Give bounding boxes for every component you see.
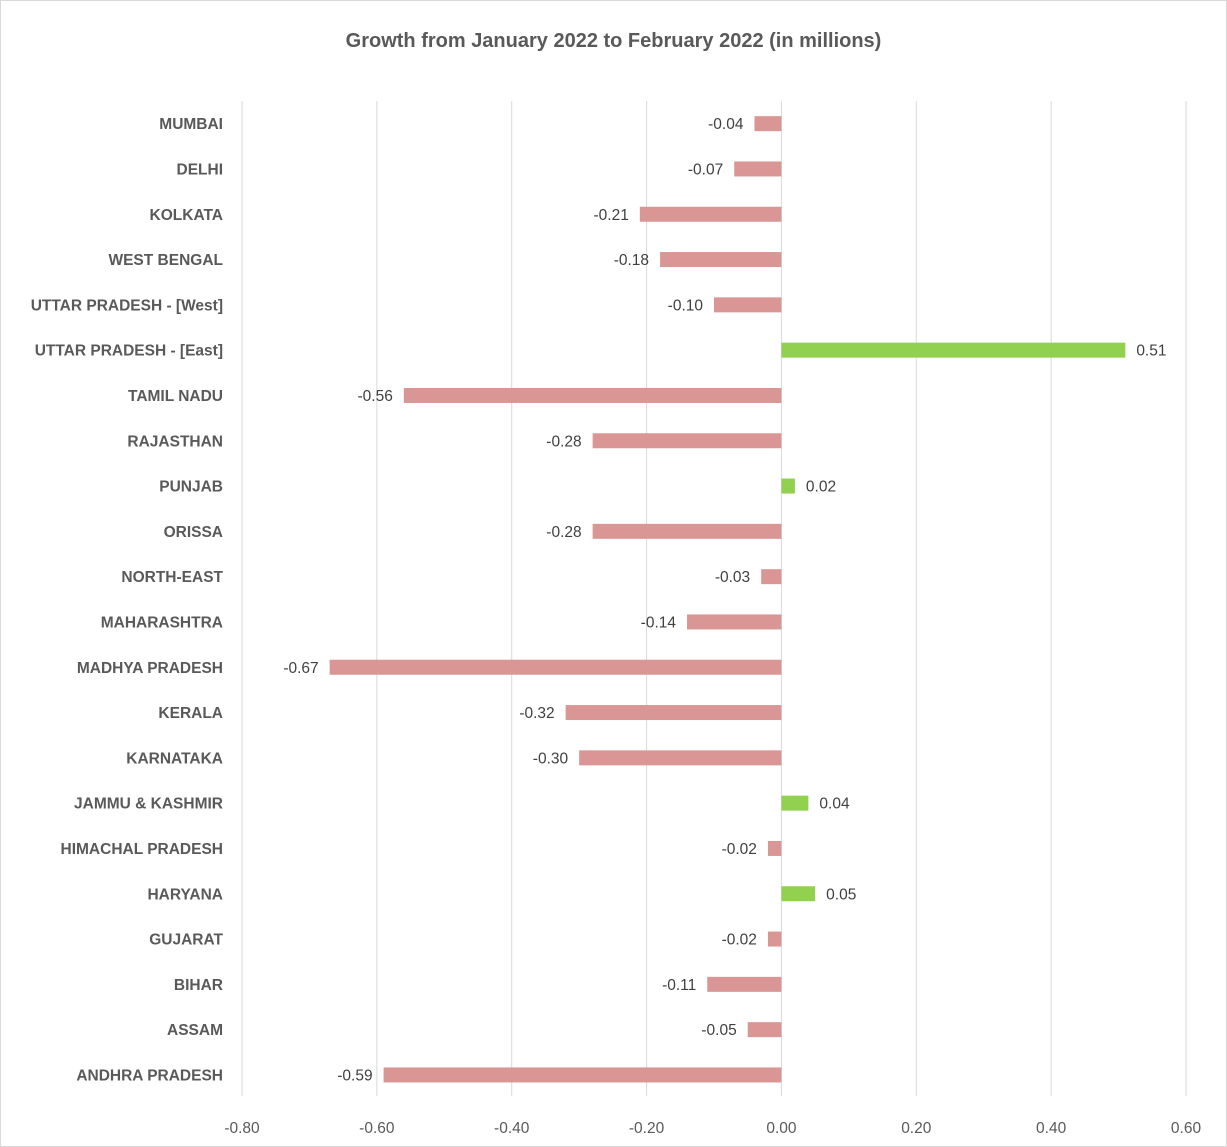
bar [761, 569, 782, 585]
data-label: -0.67 [283, 660, 318, 677]
data-label: -0.04 [708, 116, 744, 133]
category-label: ANDHRA PRADESH [76, 1067, 223, 1084]
bar [329, 659, 782, 675]
bar [660, 252, 782, 268]
data-label: 0.04 [819, 796, 850, 813]
data-label: -0.07 [688, 161, 723, 178]
bar [781, 342, 1126, 358]
bar [781, 795, 809, 811]
category-label: GUJARAT [149, 932, 223, 949]
x-tick-label: -0.20 [629, 1120, 665, 1137]
x-tick-label: 0.00 [766, 1120, 797, 1137]
x-tick-label: 0.60 [1171, 1120, 1202, 1137]
category-label: MADHYA PRADESH [77, 660, 223, 677]
data-label: -0.30 [533, 750, 569, 767]
category-label: JAMMU & KASHMIR [74, 796, 223, 813]
bar [734, 161, 782, 177]
category-label: RAJASTHAN [127, 433, 223, 450]
data-label: -0.03 [715, 569, 750, 586]
bar [707, 976, 782, 992]
category-label: KERALA [158, 705, 223, 722]
data-label: -0.02 [722, 841, 757, 858]
bar [781, 478, 795, 494]
category-label: ASSAM [167, 1022, 223, 1039]
bar [754, 116, 782, 132]
data-label: -0.10 [668, 297, 704, 314]
data-label: -0.14 [641, 614, 677, 631]
category-label: HARYANA [147, 886, 223, 903]
data-label: -0.18 [614, 252, 649, 269]
data-label: -0.11 [662, 977, 696, 994]
data-label: -0.32 [519, 705, 554, 722]
bar [565, 705, 782, 721]
data-label: 0.02 [806, 479, 836, 496]
data-label: 0.51 [1136, 343, 1166, 360]
category-label: TAMIL NADU [128, 388, 223, 405]
bar [639, 206, 782, 222]
category-label: PUNJAB [159, 479, 223, 496]
data-label: 0.05 [826, 886, 856, 903]
category-label: MUMBAI [159, 116, 223, 133]
category-label: UTTAR PRADESH - [East] [35, 343, 223, 360]
data-label: -0.56 [357, 388, 392, 405]
x-tick-label: 0.40 [1036, 1120, 1067, 1137]
bar [592, 523, 782, 539]
category-label: ORISSA [164, 524, 223, 541]
chart-title: Growth from January 2022 to February 202… [345, 30, 882, 52]
bar [714, 297, 782, 313]
category-label: BIHAR [174, 977, 223, 994]
category-label: MAHARASHTRA [101, 614, 223, 631]
category-label: WEST BENGAL [108, 252, 223, 269]
x-tick-label: 0.20 [901, 1120, 932, 1137]
data-label: -0.21 [593, 207, 628, 224]
category-label: DELHI [177, 161, 224, 178]
bar [592, 433, 782, 449]
bar [747, 1022, 782, 1038]
data-label: -0.28 [546, 524, 581, 541]
bar [767, 931, 782, 947]
data-label: -0.59 [337, 1067, 372, 1084]
data-label: -0.02 [722, 932, 757, 949]
category-label: NORTH-EAST [121, 569, 223, 586]
x-tick-label: -0.40 [494, 1120, 530, 1137]
bar [687, 614, 782, 630]
bar [579, 750, 782, 766]
data-label: -0.28 [546, 433, 581, 450]
bar [383, 1067, 782, 1083]
data-label: -0.05 [701, 1022, 736, 1039]
x-tick-label: -0.80 [224, 1120, 260, 1137]
category-label: KARNATAKA [126, 750, 223, 767]
category-label: UTTAR PRADESH - [West] [31, 297, 223, 314]
category-label: KOLKATA [150, 207, 223, 224]
bar [781, 886, 816, 902]
bar [403, 387, 782, 403]
x-tick-label: -0.60 [359, 1120, 395, 1137]
category-label: HIMACHAL PRADESH [61, 841, 223, 858]
bar [767, 840, 782, 856]
